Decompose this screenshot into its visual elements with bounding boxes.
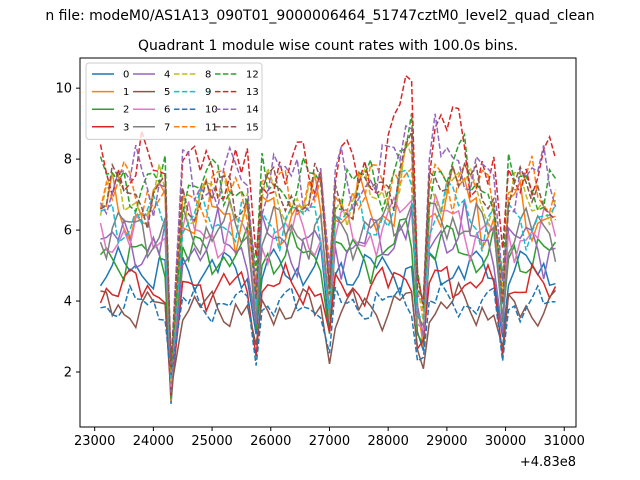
- legend-label: 2: [123, 105, 129, 116]
- figure-suptitle: n file: modeM0/AS1A13_090T01_9000006464_…: [45, 8, 594, 24]
- y-tick-label: 10: [55, 82, 72, 97]
- y-tick-label: 6: [64, 224, 72, 239]
- x-tick-label: 31000: [544, 434, 585, 449]
- x-tick-label: 28000: [367, 434, 408, 449]
- x-offset-text: +4.83e8: [520, 455, 576, 470]
- y-tick-label: 8: [64, 153, 72, 168]
- series-line-15: [100, 131, 557, 362]
- legend-label: 8: [205, 70, 211, 81]
- y-tick-label: 2: [64, 366, 72, 381]
- legend-label: 14: [246, 105, 259, 116]
- legend-label: 3: [123, 122, 129, 133]
- x-tick-label: 26000: [250, 434, 291, 449]
- legend-label: 11: [205, 122, 218, 133]
- legend-label: 15: [246, 122, 259, 133]
- legend-label: 1: [123, 87, 129, 98]
- legend-label: 12: [246, 70, 259, 81]
- plot-area: [99, 74, 557, 404]
- legend-label: 5: [164, 87, 170, 98]
- x-tick-label: 23000: [74, 434, 115, 449]
- x-tick-label: 24000: [133, 434, 174, 449]
- y-tick-label: 4: [64, 295, 72, 310]
- series-line-5: [100, 281, 557, 390]
- x-tick-label: 30000: [485, 434, 526, 449]
- axes-frame: [79, 57, 577, 428]
- legend-label: 10: [205, 105, 218, 116]
- legend-label: 7: [164, 122, 170, 133]
- legend-label: 0: [123, 70, 129, 81]
- chart-title: Quadrant 1 module wise count rates with …: [138, 38, 518, 54]
- x-tick-label: 25000: [191, 434, 232, 449]
- y-axis: 2 4 6 8 10: [55, 82, 80, 381]
- legend-label: 13: [246, 87, 259, 98]
- series-line-9: [100, 169, 557, 379]
- series-line-10: [100, 281, 556, 376]
- x-tick-label: 27000: [309, 434, 350, 449]
- series-line-14: [99, 113, 557, 365]
- legend-box: [85, 62, 263, 140]
- x-tick-label: 29000: [426, 434, 467, 449]
- legend-label: 4: [164, 70, 170, 81]
- legend-label: 6: [164, 105, 170, 116]
- x-axis: 23000 24000 25000 26000 27000 28000 29000 30000…: [74, 427, 585, 449]
- legend-label: 9: [205, 87, 211, 98]
